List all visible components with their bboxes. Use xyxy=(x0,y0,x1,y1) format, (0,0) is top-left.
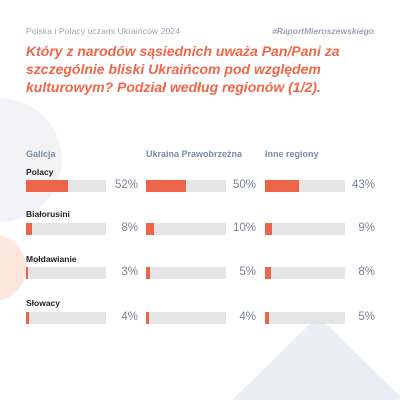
bar-2-2 xyxy=(265,267,272,279)
bar-track-0-1 xyxy=(26,223,106,235)
value-label-0-2: 3% xyxy=(121,266,138,278)
value-label-2-3: 5% xyxy=(358,311,375,323)
value-label-2-1: 9% xyxy=(358,222,375,234)
category-label-3: Słowacy xyxy=(26,298,61,308)
bar-track-1-3 xyxy=(146,312,226,324)
bar-1-3 xyxy=(146,312,150,324)
bar-track-2-3 xyxy=(265,312,345,324)
value-label-2-2: 8% xyxy=(358,266,375,278)
value-label-1-1: 10% xyxy=(232,222,256,234)
background-peach-circle-decoration xyxy=(0,234,26,302)
bar-track-1-2 xyxy=(146,267,226,279)
value-label-1-0: 50% xyxy=(232,179,256,191)
region-title-0: Galicja xyxy=(26,149,56,159)
bar-1-2 xyxy=(146,267,150,279)
bar-track-0-2 xyxy=(26,267,106,279)
background-triangle-decoration xyxy=(232,316,400,400)
region-title-2: Inne regiony xyxy=(265,149,319,159)
bar-track-1-1 xyxy=(146,223,226,235)
value-label-0-1: 8% xyxy=(121,222,138,234)
bar-2-0 xyxy=(265,180,300,192)
bar-1-0 xyxy=(146,180,186,192)
chart-question: Który z narodów sąsiednich uważa Pan/Pan… xyxy=(26,43,340,95)
bar-track-0-0 xyxy=(26,180,106,192)
bar-track-1-0 xyxy=(146,180,226,192)
category-label-0: Polacy xyxy=(26,167,54,177)
bar-track-2-2 xyxy=(265,267,345,279)
bar-track-2-0 xyxy=(265,180,345,192)
bar-0-2 xyxy=(26,267,29,279)
region-title-1: Ukraina Prawobrzeżna xyxy=(146,149,243,159)
category-label-1: Białorusini xyxy=(26,209,70,219)
bar-0-1 xyxy=(26,223,33,235)
value-label-0-3: 4% xyxy=(121,311,138,323)
report-title: Polska i Polacy oczami Ukraińców 2024 xyxy=(26,26,180,36)
report-hashtag: #RaportMieroszewskiego xyxy=(271,26,374,36)
value-label-1-3: 4% xyxy=(239,311,256,323)
bar-0-3 xyxy=(26,312,30,324)
bar-track-0-3 xyxy=(26,312,106,324)
bar-2-1 xyxy=(265,223,273,235)
value-label-2-0: 43% xyxy=(351,179,375,191)
bar-2-3 xyxy=(265,312,269,324)
value-label-1-2: 5% xyxy=(239,266,256,278)
background-circle-decoration xyxy=(0,98,62,222)
bar-0-0 xyxy=(26,180,68,192)
category-label-2: Mołdawianie xyxy=(26,254,77,264)
value-label-0-0: 52% xyxy=(114,179,138,191)
bar-1-1 xyxy=(146,223,154,235)
bar-track-2-1 xyxy=(265,223,345,235)
